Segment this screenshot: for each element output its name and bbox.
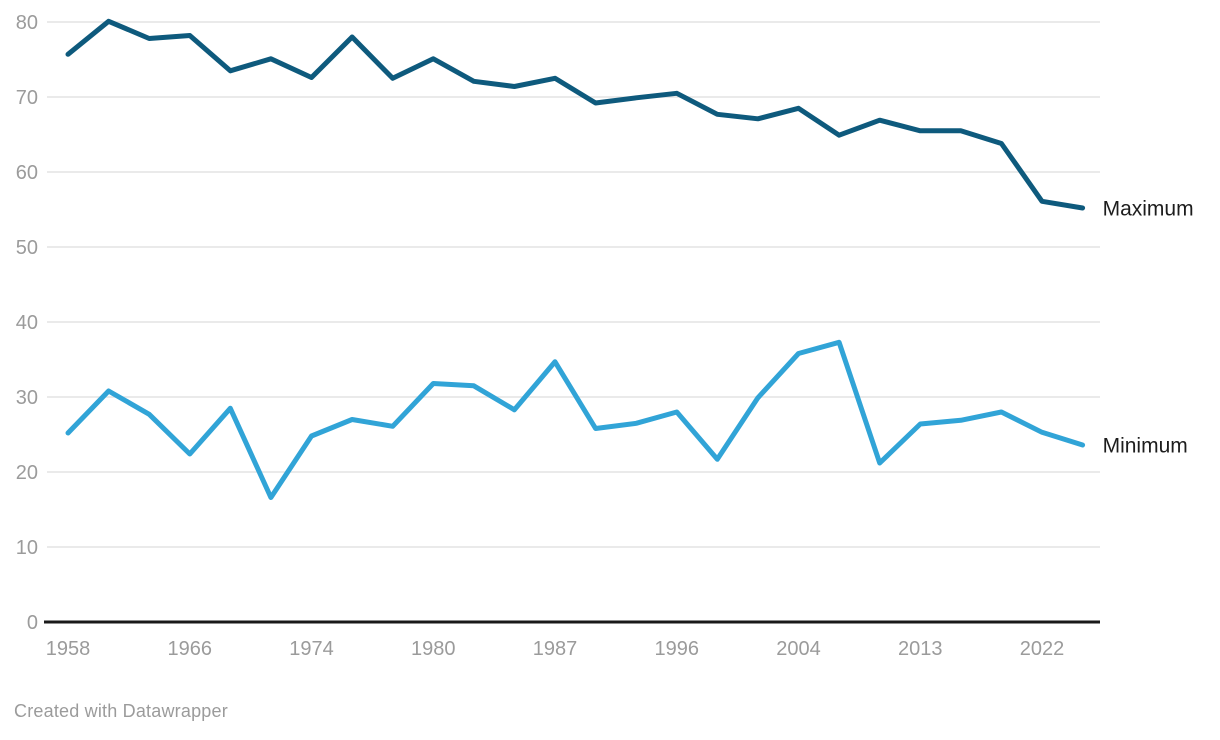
datawrapper-attribution[interactable]: Created with Datawrapper (14, 701, 228, 721)
x-tick-label-1958: 1958 (46, 638, 91, 660)
y-tick-label-60: 60 (16, 162, 38, 184)
y-tick-label-80: 80 (16, 12, 38, 34)
x-tick-label-1966: 1966 (168, 638, 213, 660)
y-tick-label-40: 40 (16, 312, 38, 334)
series-line-minimum (65, 339, 1086, 500)
y-tick-label-70: 70 (16, 87, 38, 109)
x-tick-label-2004: 2004 (776, 638, 821, 660)
x-tick-label-1996: 1996 (655, 638, 700, 660)
y-tick-label-0: 0 (27, 612, 38, 634)
y-tick-label-20: 20 (16, 462, 38, 484)
x-tick-label-2022: 2022 (1020, 638, 1065, 660)
x-tick-label-2013: 2013 (898, 638, 943, 660)
y-tick-label-10: 10 (16, 537, 38, 559)
x-tick-label-1974: 1974 (289, 638, 334, 660)
series-label-maximum: Maximum (1103, 198, 1194, 221)
series-line-maximum (65, 18, 1086, 211)
y-tick-label-30: 30 (16, 387, 38, 409)
x-tick-label-1980: 1980 (411, 638, 456, 660)
x-tick-label-1987: 1987 (533, 638, 578, 660)
series-label-minimum: Minimum (1103, 435, 1188, 458)
y-tick-label-50: 50 (16, 237, 38, 259)
